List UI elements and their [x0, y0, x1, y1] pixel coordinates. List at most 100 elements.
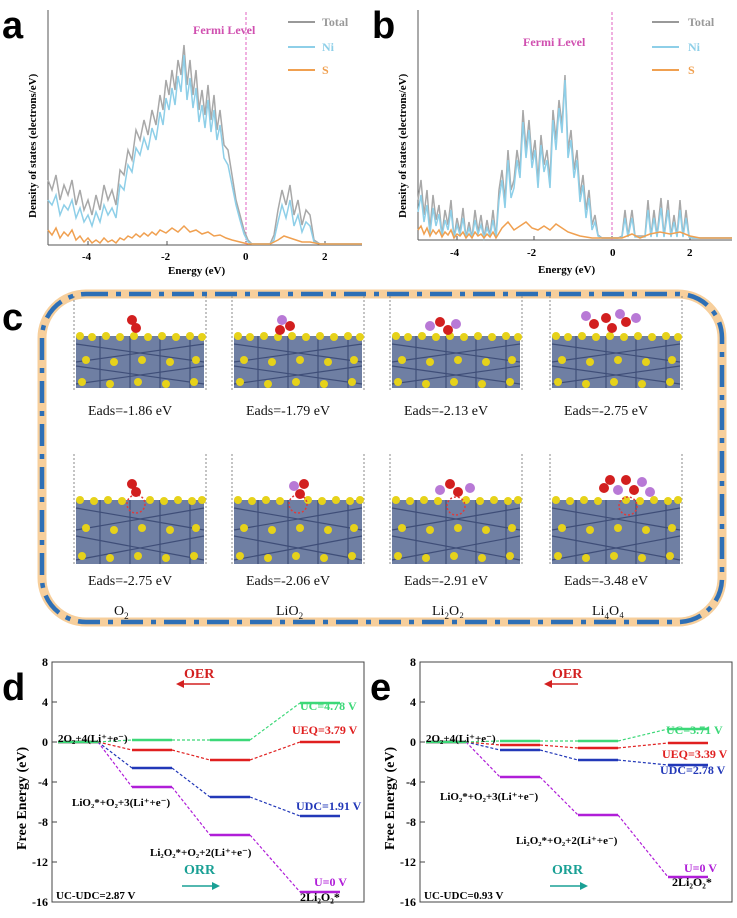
eads-bottom-4: Eads=-3.48 eV: [564, 574, 649, 589]
dos-a-ylabel: Density of states (electrons/eV): [27, 73, 39, 218]
dos-b-fermi-label: Fermi Level: [523, 35, 586, 49]
slab-bottom-2: [231, 454, 365, 566]
d-ytick-label-1: 4: [42, 695, 48, 709]
e-connector-s1-1: [539, 749, 579, 761]
e-connector-s2-0: [465, 741, 501, 746]
d-connector-s0-2: [249, 834, 301, 893]
e-connector-s3-2: [617, 728, 669, 742]
lio2-label-d: LiO₂*+O₂+3(Li⁺+e⁻): [72, 797, 170, 809]
oer-label-d: OER: [184, 667, 215, 682]
d-connector-s0-0: [97, 741, 133, 788]
eads-bottom-3: Eads=-2.91 eV: [404, 574, 489, 589]
dos-b-tick-4: 2: [687, 247, 693, 259]
uc-label-e: UC=3.71 V: [666, 723, 723, 737]
dos-a-ni-curve: [47, 54, 362, 245]
free-energy-chart-d: d Free Energy (eV) 8 4 0 -4 -8 -12 -16 OER ORR…: [2, 655, 365, 909]
oer-arrow-head-d: [176, 680, 184, 688]
slab-top-4: [549, 296, 683, 390]
udc-label-d: UDC=1.91 V: [296, 799, 362, 813]
d-connector-s2-1: [171, 749, 211, 761]
species-li2o2: Li2O₂: [432, 604, 464, 621]
d-connector-s1-0: [97, 741, 133, 769]
eads-bottom-1: Eads=-2.75 eV: [88, 574, 173, 589]
dos-a-legend-total: Total: [322, 15, 349, 29]
dos-b-legend-s: S: [688, 63, 695, 77]
free-energy-chart-e: e Free Energy (eV) 8 4 0 -4 -8 -12 -16 OER ORR…: [370, 655, 733, 909]
start-label-e: 2O₂+4(Li⁺+e⁻): [426, 733, 496, 745]
e-ytick-label-1: 4: [410, 695, 416, 709]
e-ytick-label-0: 8: [410, 655, 416, 669]
slab-top-2: [231, 296, 365, 390]
ueq-label-e: UEQ=3.39 V: [662, 747, 728, 761]
dos-plot-a: a Density of states (electrons/eV) -4 -2…: [2, 5, 362, 277]
dos-a-legend-s: S: [322, 63, 329, 77]
structures-frame: c: [2, 289, 727, 627]
d-ytick-label-4: -8: [38, 815, 48, 829]
e-connector-s1-0: [465, 741, 501, 751]
panel-label-d: d: [2, 667, 25, 709]
eads-bottom-2: Eads=-2.06 eV: [246, 574, 331, 589]
orr-arrow-head-e: [580, 882, 588, 890]
e-ytick-label-2: 0: [410, 735, 416, 749]
dos-a-s-curve: [47, 224, 362, 245]
d-connector-s1-1: [171, 767, 211, 798]
slab-bottom-1: [73, 454, 207, 566]
dos-b-tick-1: -4: [450, 247, 460, 259]
dos-a-xlabel: Energy (eV): [168, 265, 225, 277]
e-ytick-label-3: -4: [406, 775, 416, 789]
dos-b-ylabel: Density of states (electrons/eV): [397, 73, 409, 218]
chart-e-ylabel: Free Energy (eV): [383, 747, 398, 850]
frame-dashed-border: [39, 291, 725, 625]
dos-a-tick-3: 0: [243, 251, 249, 263]
panel-label-b: b: [372, 5, 395, 47]
eads-top-4: Eads=-2.75 eV: [564, 404, 649, 419]
species-lio2: LiO2: [276, 604, 304, 621]
dos-a-tick-1: -4: [82, 251, 92, 263]
chart-d-ylabel: Free Energy (eV): [15, 747, 30, 850]
eads-top-2: Eads=-1.79 eV: [246, 404, 331, 419]
start-label-d: 2O₂+4(Li⁺+e⁻): [58, 733, 128, 745]
dos-b-total-curve: [417, 74, 732, 239]
u0-label-d: U=0 V: [314, 875, 347, 889]
li2o2-label-e: Li₂O₂*+O₂+2(Li⁺+e⁻): [516, 835, 618, 847]
d-ytick-label-5: -12: [32, 855, 48, 869]
dos-a-tick-2: -2: [161, 251, 171, 263]
slab-bottom-3: [389, 454, 523, 566]
e-ytick-label-6: -16: [400, 895, 416, 909]
slab-top-1: [73, 296, 207, 390]
orr-arrow-head-d: [212, 882, 220, 890]
d-connector-s2-2: [249, 741, 301, 761]
panel-label-c: c: [2, 297, 23, 339]
e-connector-s1-2: [617, 759, 669, 766]
dos-b-s-curve: [417, 220, 732, 240]
e-connector-s0-0: [465, 741, 501, 778]
d-ytick-label-0: 8: [42, 655, 48, 669]
e-connector-s2-2: [617, 742, 669, 749]
oer-label-e: OER: [552, 667, 583, 682]
d-connector-s3-2: [249, 702, 301, 741]
li2o2-label-d: Li₂O₂*+O₂+2(Li⁺+e⁻): [150, 847, 252, 859]
d-ytick-label-2: 0: [42, 735, 48, 749]
e-connector-s3-0: [465, 740, 501, 743]
d-ytick-label-3: -4: [38, 775, 48, 789]
eads-top-1: Eads=-1.86 eV: [88, 404, 173, 419]
orr-label-d: ORR: [184, 863, 216, 878]
u0-label-e: U=0 V: [684, 861, 717, 875]
e-ytick-label-5: -12: [400, 855, 416, 869]
slab-top-3: [389, 296, 523, 390]
e-connector-s0-2: [617, 814, 669, 878]
end-label-d: 2Li₂O₂*: [300, 890, 340, 904]
slab-bottom-4: [549, 454, 683, 566]
dos-b-legend-ni: Ni: [688, 40, 701, 54]
e-connector-s2-1: [539, 744, 579, 749]
eads-top-3: Eads=-2.13 eV: [404, 404, 489, 419]
end-label-e: 2Li₂O₂*: [672, 875, 712, 889]
dos-b-legend-total: Total: [688, 15, 715, 29]
species-o2: O2: [114, 604, 129, 621]
dos-a-total-curve: [47, 44, 362, 245]
ueq-label-d: UEQ=3.79 V: [292, 723, 358, 737]
gap-label-d: UC-UDC=2.87 V: [56, 890, 135, 902]
d-ytick-label-6: -16: [32, 895, 48, 909]
oer-arrow-head-e: [544, 680, 552, 688]
dos-a-fermi-label: Fermi Level: [193, 23, 256, 37]
